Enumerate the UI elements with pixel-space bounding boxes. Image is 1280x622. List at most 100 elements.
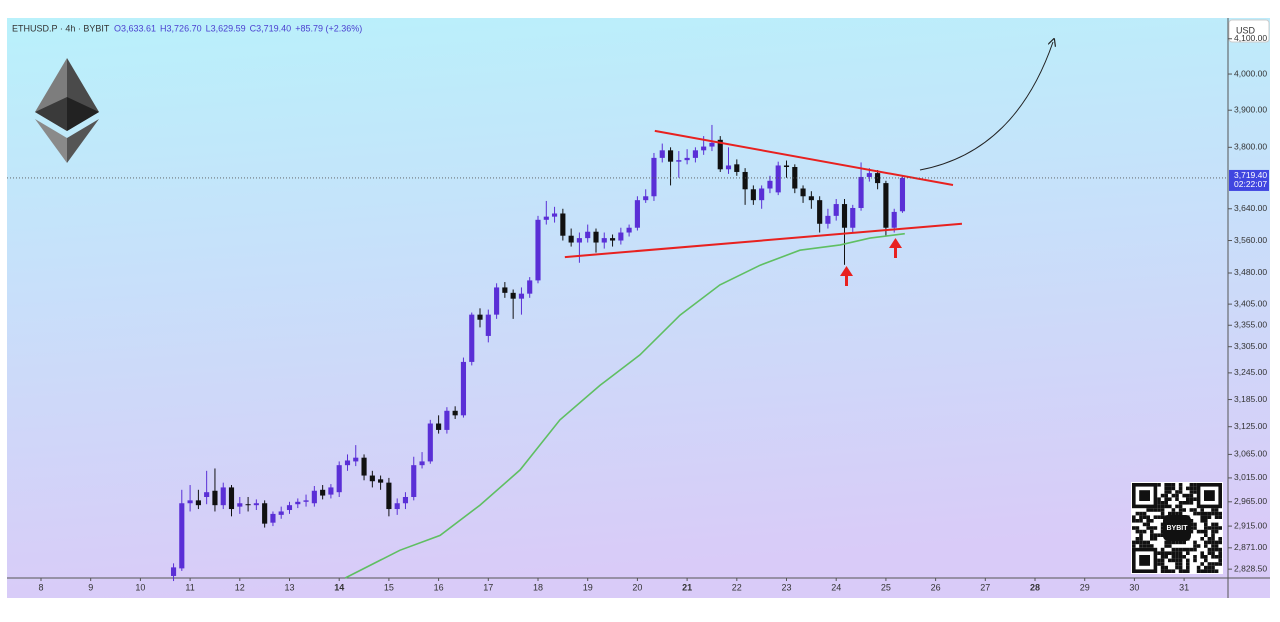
qr-cell — [1157, 533, 1161, 537]
qr-cell — [1150, 544, 1154, 548]
ohlc-label: O3,633.61 — [114, 23, 156, 33]
qr-cell — [1142, 544, 1147, 548]
y-tick-label: 3,355.00 — [1234, 320, 1267, 330]
qr-cell — [1171, 493, 1176, 498]
qr-cell — [1200, 519, 1204, 523]
candle-body — [436, 423, 442, 430]
candle-body — [734, 164, 740, 172]
qr-cell — [1186, 486, 1190, 491]
x-tick-label: 17 — [483, 582, 493, 592]
qr-cell — [1157, 497, 1161, 501]
candle-body — [576, 238, 582, 243]
qr-cell — [1189, 526, 1194, 530]
qr-cell — [1186, 497, 1190, 501]
qr-cell — [1160, 547, 1165, 552]
qr-cell — [1200, 537, 1204, 541]
qr-cell — [1211, 555, 1215, 559]
qr-cell — [1135, 537, 1140, 541]
qr-cell — [1178, 501, 1183, 505]
qr-cell — [1193, 540, 1197, 545]
qr-cell — [1218, 511, 1222, 516]
qr-cell — [1182, 501, 1186, 505]
qr-cell — [1193, 497, 1197, 501]
qr-cell — [1175, 511, 1179, 516]
x-tick-label: 9 — [88, 582, 93, 592]
x-tick-label: 30 — [1129, 582, 1139, 592]
qr-cell — [1178, 504, 1183, 509]
qr-cell — [1211, 526, 1215, 530]
qr-cell — [1142, 522, 1147, 527]
qr-cell — [1178, 483, 1183, 487]
ohlc-label: H3,726.70 — [160, 23, 202, 33]
qr-cell — [1200, 511, 1204, 516]
candle-body — [667, 150, 674, 162]
candle-body — [651, 157, 657, 197]
qr-cell — [1164, 565, 1168, 570]
candle-body — [311, 490, 317, 504]
candle-body — [303, 500, 309, 502]
candle-body — [767, 180, 773, 189]
candle-body — [783, 165, 790, 167]
qr-cell — [1178, 486, 1183, 491]
qr-cell — [1207, 547, 1212, 552]
candle-body — [286, 505, 293, 511]
qr-cell — [1204, 522, 1208, 527]
candle-body — [228, 487, 235, 510]
eth-logo — [35, 58, 99, 163]
qr-cell — [1214, 526, 1219, 530]
qr-cell — [1186, 562, 1190, 566]
qr-cell — [1160, 522, 1165, 527]
qr-cell — [1189, 490, 1194, 494]
qr-cell — [1182, 508, 1186, 512]
qr-cell — [1146, 519, 1150, 523]
qr-cell — [1178, 569, 1183, 573]
qr-cell — [1218, 526, 1222, 530]
x-tick-label: 21 — [682, 582, 692, 592]
qr-cell — [1193, 522, 1197, 527]
candle-body — [775, 165, 781, 193]
y-tick-label: 3,800.00 — [1234, 142, 1267, 152]
qr-cell — [1200, 569, 1204, 573]
qr-cell — [1171, 569, 1176, 573]
qr-cell — [1164, 501, 1168, 505]
qr-cell — [1211, 547, 1215, 552]
candle-body — [386, 482, 392, 510]
qr-cell — [1153, 533, 1158, 537]
y-tick-label: 4,100.00 — [1234, 33, 1267, 43]
qr-cell — [1204, 555, 1208, 559]
qr-cell — [1207, 511, 1212, 516]
qr-cell — [1189, 508, 1194, 512]
qr-cell — [1160, 555, 1165, 559]
qr-cell — [1160, 511, 1165, 516]
qr-cell — [1193, 544, 1197, 548]
qr-cell — [1178, 508, 1183, 512]
qr-cell — [1139, 511, 1143, 516]
candle-body — [245, 504, 251, 506]
qr-cell — [1175, 562, 1179, 566]
y-tick-label: 4,000.00 — [1234, 68, 1267, 78]
qr-cell — [1175, 493, 1179, 498]
x-tick-label: 13 — [284, 582, 294, 592]
qr-cell — [1207, 569, 1212, 573]
x-tick-label: 29 — [1080, 582, 1090, 592]
qr-finder — [1204, 490, 1215, 501]
qr-cell — [1153, 526, 1158, 530]
qr-cell — [1146, 526, 1150, 530]
qr-cell — [1193, 483, 1197, 487]
candle-body — [618, 232, 624, 241]
candle-body — [179, 503, 185, 569]
qr-finder — [1139, 555, 1150, 566]
qr-cell — [1139, 519, 1143, 523]
candle-body — [825, 215, 831, 224]
qr-cell — [1182, 493, 1186, 498]
qr-cell — [1160, 526, 1165, 530]
x-tick-label: 10 — [135, 582, 145, 592]
x-tick-label: 16 — [434, 582, 444, 592]
qr-cell — [1171, 558, 1176, 563]
candle-body — [195, 500, 201, 506]
candle-body — [684, 157, 690, 161]
countdown: 02:22:07 — [1234, 179, 1267, 189]
candle-body — [560, 213, 566, 236]
qr-cell — [1164, 544, 1168, 548]
qr-cell — [1139, 533, 1143, 537]
